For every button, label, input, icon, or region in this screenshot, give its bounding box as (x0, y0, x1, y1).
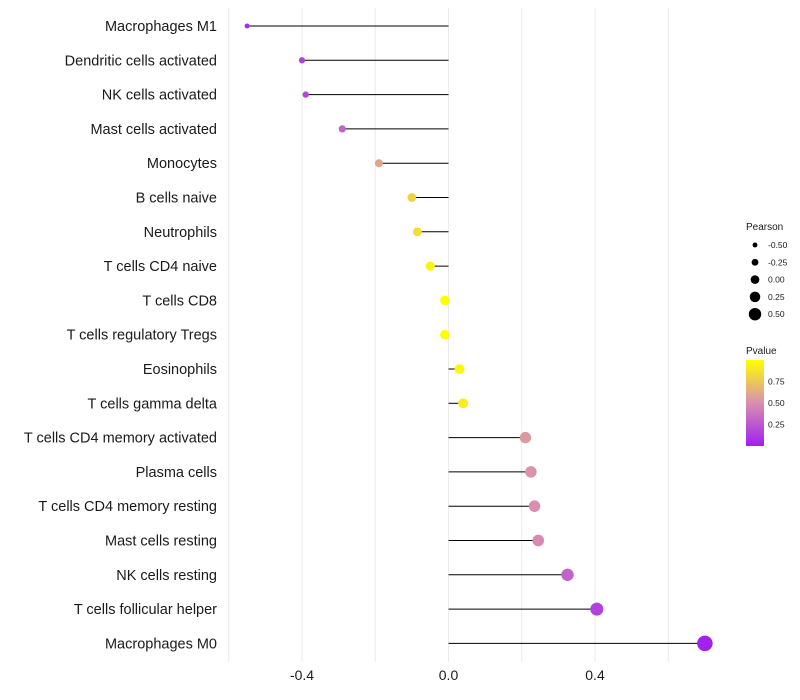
category-label: Eosinophils (143, 362, 217, 378)
legend-size-dot (749, 291, 761, 303)
category-label: Monocytes (147, 156, 217, 172)
lollipop-dot (338, 125, 346, 133)
lollipop-dot (244, 23, 250, 29)
x-tick-label: 0.0 (439, 667, 459, 683)
category-label: T cells follicular helper (74, 602, 217, 618)
lollipop-dot (697, 635, 713, 652)
lollipop-dot (525, 466, 537, 478)
category-label: Neutrophils (144, 225, 217, 241)
category-label: T cells gamma delta (88, 396, 218, 412)
lollipop-dot (532, 534, 545, 547)
pvalue-colorbar (746, 360, 764, 446)
lollipop-dot (407, 193, 417, 202)
lollipop-dot (454, 364, 465, 374)
x-tick-label: 0.4 (585, 667, 605, 683)
category-label: B cells naive (136, 191, 217, 207)
legend-pvalue-title: Pvalue (746, 346, 777, 357)
category-label: NK cells activated (102, 88, 217, 104)
category-label: T cells CD4 memory activated (24, 431, 217, 447)
lollipop-dot (412, 227, 422, 237)
lollipop-dot (425, 261, 435, 271)
category-label: Mast cells resting (105, 534, 217, 550)
legend-size-label: 0.00 (768, 275, 785, 285)
legend-size-dot (752, 242, 758, 248)
lollipop-dot (440, 295, 450, 306)
category-label: Dendritic cells activated (65, 53, 217, 69)
lollipop-dot (561, 568, 574, 581)
legend-pvalue: Pvalue 0.75 0.50 0.25 (746, 346, 785, 446)
lollipop-dot (458, 398, 469, 409)
lollipop-dot (528, 500, 541, 512)
x-axis-ticks: -0.4 0.0 0.4 (290, 667, 605, 683)
x-tick-label: -0.4 (290, 667, 314, 683)
category-label: T cells CD4 memory resting (38, 499, 217, 515)
legend-size-dot (748, 307, 762, 321)
category-label: T cells CD8 (142, 293, 217, 309)
legend-size-dot (750, 275, 760, 284)
legend-size-dot (751, 258, 759, 266)
legend-pvalue-label: 0.25 (768, 420, 785, 430)
category-label: NK cells resting (116, 568, 217, 584)
legend-size-label: -0.25 (768, 257, 788, 267)
legend-pearson-title: Pearson (746, 222, 783, 233)
lollipop-dots (244, 23, 713, 652)
lollipop-stems (247, 25, 705, 644)
category-label: Mast cells activated (90, 122, 217, 138)
legend-pvalue-label: 0.75 (768, 377, 785, 387)
lollipop-dot (302, 91, 309, 98)
lollipop-dot (374, 159, 383, 168)
lollipop-dot (519, 431, 532, 444)
category-label: T cells CD4 naive (104, 259, 217, 275)
legend-pearson: Pearson -0.50 -0.25 0.00 0.25 0.50 (746, 222, 788, 321)
lollipop-dot (590, 602, 604, 616)
category-labels: Macrophages M1 Dendritic cells activated N… (24, 19, 218, 652)
lollipop-dot (298, 57, 306, 64)
category-label: Macrophages M0 (105, 636, 217, 652)
lollipop-dot (440, 329, 450, 340)
legend-size-label: -0.50 (768, 240, 788, 250)
category-label: T cells regulatory Tregs (67, 328, 217, 344)
legend-size-label: 0.50 (768, 309, 785, 319)
legend-pvalue-label: 0.50 (768, 398, 785, 408)
legend-size-label: 0.25 (768, 292, 785, 302)
category-label: Macrophages M1 (105, 19, 217, 35)
category-label: Plasma cells (136, 465, 217, 481)
